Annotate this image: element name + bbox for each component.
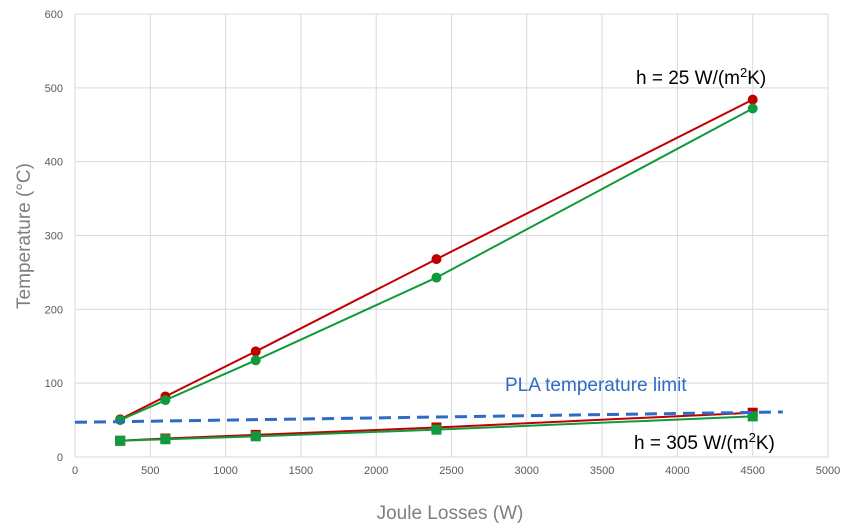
x-tick-label: 1500 <box>289 465 313 477</box>
series-line-1 <box>120 109 753 421</box>
y-tick-label: 300 <box>45 231 63 243</box>
x-axis-title: Joule Losses (W) <box>377 503 524 524</box>
y-axis-title: Temperature (°C) <box>14 163 35 309</box>
h-high-suffix: K) <box>747 68 766 89</box>
y-tick-label: 400 <box>45 157 63 169</box>
y-axis-ticks: 0 100 200 300 400 500 600 <box>45 9 63 464</box>
y-tick-label: 100 <box>45 378 63 390</box>
h-high-label: h = 25 W/(m2K) <box>636 65 766 89</box>
x-tick-label: 3000 <box>515 465 539 477</box>
pla-limit-label: PLA temperature limit <box>505 375 687 396</box>
h-high-sup: 2 <box>740 65 747 80</box>
y-tick-label: 200 <box>45 304 63 316</box>
data-point <box>431 425 441 435</box>
data-point <box>115 415 125 425</box>
y-tick-label: 0 <box>57 452 63 464</box>
x-tick-label: 4000 <box>665 465 689 477</box>
data-point <box>251 431 261 441</box>
x-tick-label: 500 <box>141 465 159 477</box>
h-low-label: h = 305 W/(m2K) <box>634 430 775 454</box>
h-low-prefix: h = 305 W/(m <box>634 433 749 454</box>
x-tick-label: 0 <box>72 465 78 477</box>
x-axis-ticks: 0 500 1000 1500 2000 2500 3000 3500 4000 4500 5000 <box>72 465 840 477</box>
data-point <box>748 95 758 105</box>
data-point <box>115 436 125 446</box>
h-low-sup: 2 <box>749 430 756 445</box>
y-tick-label: 600 <box>45 9 63 21</box>
x-tick-label: 4500 <box>740 465 764 477</box>
x-tick-label: 1000 <box>213 465 237 477</box>
data-point <box>748 104 758 114</box>
x-tick-label: 2000 <box>364 465 388 477</box>
data-point <box>431 254 441 264</box>
x-tick-label: 5000 <box>816 465 840 477</box>
y-tick-label: 500 <box>45 83 63 95</box>
x-tick-label: 3500 <box>590 465 614 477</box>
x-tick-label: 2500 <box>439 465 463 477</box>
data-point <box>160 395 170 405</box>
data-point <box>251 346 261 356</box>
h-low-suffix: K) <box>756 433 775 454</box>
data-point <box>251 355 261 365</box>
data-point <box>160 434 170 444</box>
data-point <box>431 273 441 283</box>
h-high-prefix: h = 25 W/(m <box>636 68 740 89</box>
